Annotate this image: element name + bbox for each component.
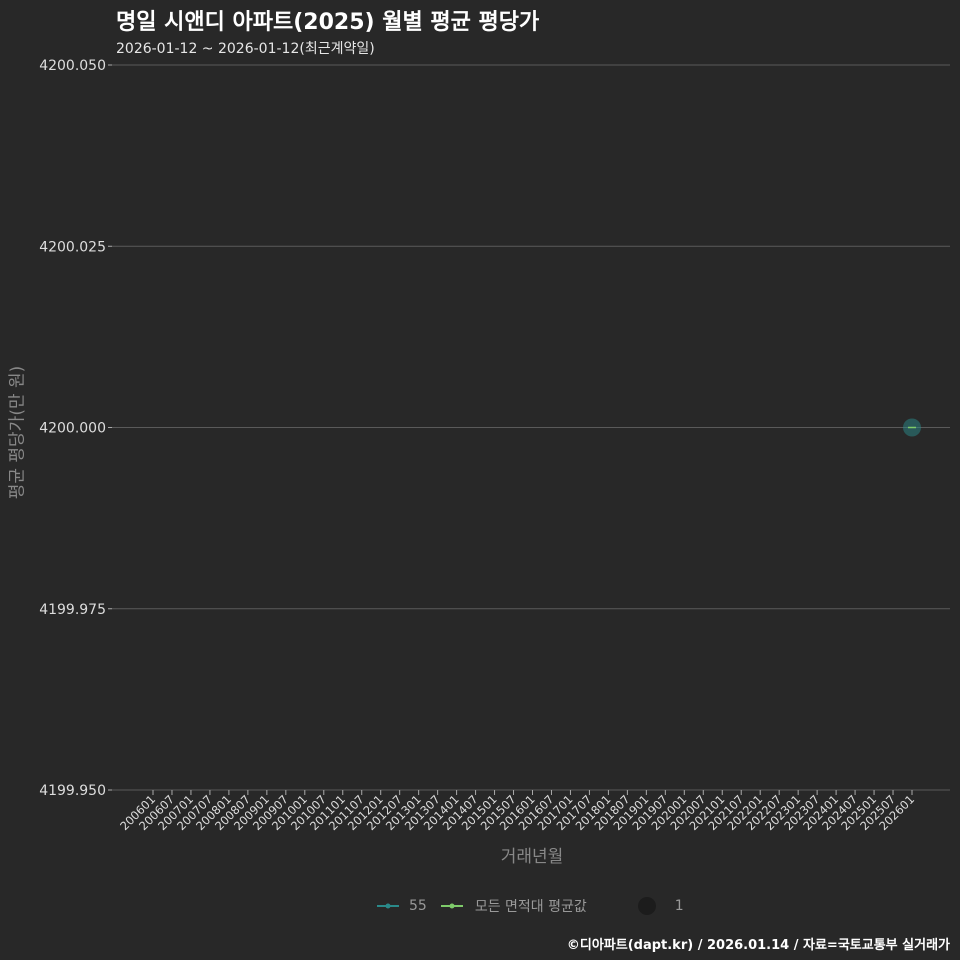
legend-label: 55	[409, 898, 427, 914]
chart-subtitle: 2026-01-12 ~ 2026-01-12(최근계약일)	[116, 41, 375, 57]
y-axis-label: 평균 평당가(만 원)	[7, 365, 28, 500]
legend-item-all-average: 모든 면적대 평균값	[439, 896, 587, 916]
legend-size-label: 1	[674, 898, 684, 914]
legend-line-icon	[377, 903, 399, 909]
y-tick-label: 4200.000	[39, 421, 106, 437]
y-tick-label: 4199.950	[39, 783, 106, 799]
size-circle-icon	[637, 897, 656, 915]
y-tick-label: 4199.975	[39, 602, 106, 618]
y-tick-label: 4200.050	[39, 58, 106, 74]
legend-line-icon	[440, 903, 463, 909]
footer-credit: ©디아파트(dapt.kr) / 2026.01.14 / 자료=국토교통부 실…	[566, 938, 950, 953]
legend-size-item: 1	[637, 896, 684, 916]
legend-label: 모든 면적대 평균값	[474, 899, 587, 915]
legend: 55 모든 면적대 평균값 1	[375, 896, 696, 916]
legend-item-55: 55	[375, 898, 427, 914]
y-tick-label: 4200.025	[39, 239, 106, 255]
chart-title: 명일 시앤디 아파트(2025) 월별 평균 평당가	[116, 10, 540, 35]
x-axis-label: 거래년월	[500, 847, 564, 867]
